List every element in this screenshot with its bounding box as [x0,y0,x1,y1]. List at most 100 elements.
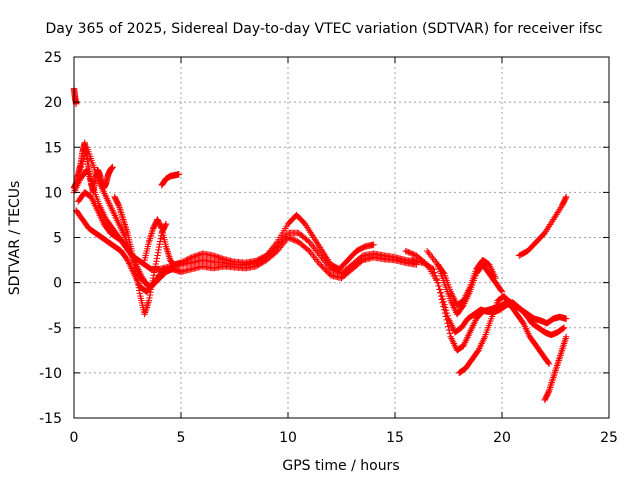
y-tick-label: -5 [48,321,62,337]
data-point [151,269,158,276]
data-point [431,269,438,276]
data-point [121,221,129,228]
data-point [156,241,163,248]
data-point [519,318,526,326]
data-point [82,167,90,175]
x-tick-label: 20 [493,430,511,446]
y-tick-label: 25 [44,50,62,66]
data-point [183,256,190,264]
data-point [149,274,157,282]
data-point [135,281,142,289]
data-point [129,253,137,260]
tick-labels: 0 5 10 15 20 25 -15 -10 -5 0 5 10 15 20 25 [39,50,618,446]
data-point [560,325,567,332]
data-point [146,237,153,244]
data-point [287,235,294,242]
data-point [324,269,332,276]
data-point [147,286,155,293]
data-point [358,257,365,265]
data-point [144,300,152,308]
data-point [545,360,553,368]
data-point [175,171,183,178]
data-point [136,290,144,297]
data-point [153,255,161,262]
data-point [559,325,566,333]
data-point [148,230,155,237]
data-point [151,266,158,273]
data-point [474,348,481,355]
data-point [133,276,141,283]
data-point [370,241,377,248]
data-point [445,326,453,334]
series-arc16 [515,193,570,259]
data-point [426,263,433,270]
series-arc3 [72,207,420,295]
data-point [118,211,125,218]
data-point [423,261,431,269]
data-point [132,270,140,277]
data-point [162,221,169,229]
y-tick-label: 10 [44,185,62,201]
data-point [184,256,191,263]
data-point [292,237,300,245]
data-point [550,372,558,379]
data-point [118,212,126,220]
data-point [560,324,568,331]
data-point [434,279,441,286]
data-point [551,369,559,376]
y-tick-label: 20 [44,95,62,111]
x-tick-label: 10 [279,430,297,446]
data-point [556,355,563,362]
data-point [319,264,326,271]
y-tick-label: -10 [39,366,62,382]
data-point [323,268,330,275]
data-point [185,255,193,262]
data-point [148,280,156,287]
data-point [135,284,142,291]
data-point [150,272,157,279]
data-point [180,258,187,265]
data-point [115,201,122,208]
data-point [320,265,328,272]
data-point [439,295,447,303]
data-point [288,235,296,243]
data-point [134,278,141,286]
data-point [152,263,159,271]
data-point [170,262,178,269]
data-point [252,263,260,270]
data-point [120,217,127,225]
data-point [438,292,446,300]
data-point [545,359,552,366]
data-point [129,250,136,258]
data-point [109,163,116,171]
data-point [559,343,567,351]
data-point [561,336,569,344]
data-point [402,247,409,255]
data-point [558,348,565,356]
series-arc15 [541,333,570,404]
data-point [146,264,153,272]
data-point [136,287,143,294]
data-point [430,265,437,273]
data-point [557,350,565,357]
data-point [179,258,186,266]
data-point [562,335,569,342]
y-axis-label: SDTVAR / TECUs [7,181,23,296]
y-tick-label: -15 [39,411,62,427]
data-point [147,233,154,241]
data-point [117,207,124,215]
data-point [442,307,450,314]
data-point [290,236,297,243]
data-point [160,265,168,273]
data-point [146,235,154,242]
data-point [122,223,129,230]
data-point [130,256,137,263]
data-point [260,258,268,265]
x-tick-label: 5 [177,430,186,446]
data-point [117,209,125,216]
data-point [549,377,556,384]
data-point [152,260,160,268]
data-point [419,259,427,266]
data-point [181,257,189,264]
data-point [440,298,447,306]
